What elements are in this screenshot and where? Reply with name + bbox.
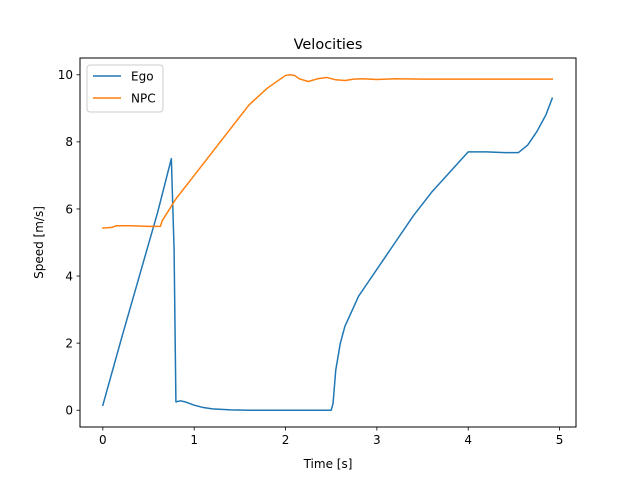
legend-label-npc: NPC (131, 91, 156, 105)
y-axis-ticks: 0 2 4 6 8 10 (58, 68, 80, 418)
x-axis-label: Time [s] (303, 457, 353, 471)
y-tick-label: 2 (65, 336, 73, 350)
series-layer (101, 74, 554, 411)
plot-frame (79, 57, 577, 428)
plot-area (79, 57, 577, 428)
y-tick-label: 10 (58, 68, 73, 82)
x-tick-label: 0 (99, 433, 107, 447)
y-tick-label: 8 (65, 135, 73, 149)
x-tick-label: 2 (282, 433, 290, 447)
y-tick-label: 6 (65, 202, 73, 216)
y-tick-label: 4 (65, 269, 73, 283)
y-tick-label: 0 (65, 404, 73, 418)
x-tick-label: 3 (373, 433, 381, 447)
series-line-npc (102, 74, 553, 229)
chart-title: Velocities (294, 37, 363, 53)
legend: Ego NPC (86, 64, 164, 113)
x-axis-ticks: 0 1 2 3 4 5 (99, 427, 563, 447)
x-tick-label: 1 (190, 433, 198, 447)
y-axis-label: Speed [m/s] (32, 206, 46, 279)
x-tick-label: 4 (464, 433, 472, 447)
x-tick-label: 5 (556, 433, 564, 447)
legend-label-ego: Ego (131, 69, 154, 83)
series-line-ego (101, 97, 554, 411)
